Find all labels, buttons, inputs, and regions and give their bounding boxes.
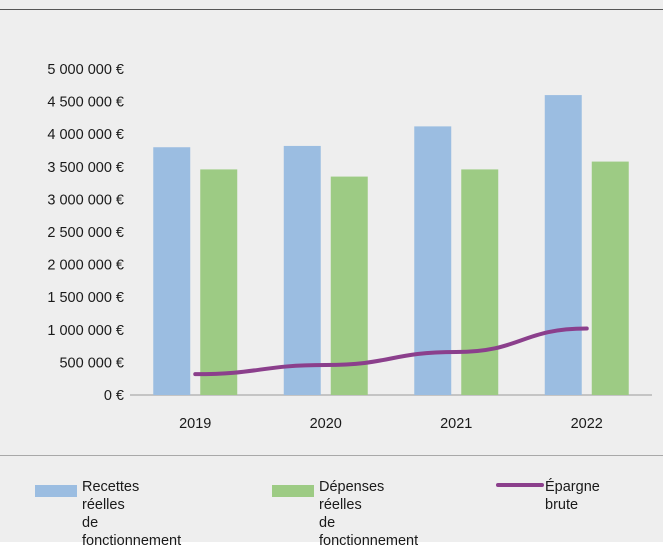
line-epargne-brute: [193, 326, 589, 377]
bar-depenses-2022: [591, 161, 629, 395]
bar-recettes-2019: [153, 147, 191, 395]
legend-label-recettes: Recettes réelles de fonctionnement: [82, 479, 182, 549]
legend-label-epargne: Épargne brute: [545, 479, 600, 513]
legend-separator: [0, 455, 663, 456]
y-axis: 0 € 500 000 € 1 000 000 € 1 500 000 € 2 000 …: [47, 62, 124, 404]
line-series: [193, 326, 589, 377]
bar-recettes-2022: [544, 95, 582, 395]
x-tick-label: 2019: [179, 416, 211, 432]
legend-label-depenses: Dépenses réelles de fonctionnement: [319, 479, 419, 549]
x-axis: 2019 2020 2021 2022: [179, 416, 603, 432]
y-tick-label: 2 500 000 €: [47, 225, 124, 241]
legend-swatch-recettes: [35, 485, 77, 497]
bar-depenses-2020: [330, 176, 368, 395]
bars: [153, 95, 629, 395]
x-tick-label: 2021: [440, 416, 472, 432]
top-rule: [0, 9, 663, 10]
x-tick-label: 2020: [310, 416, 342, 432]
y-tick-label: 1 000 000 €: [47, 323, 124, 339]
y-tick-label: 1 500 000 €: [47, 290, 124, 306]
legend: Recettes réelles de fonctionnement Dépen…: [0, 478, 663, 549]
y-tick-label: 4 000 000 €: [47, 127, 124, 143]
chart-plot: 0 € 500 000 € 1 000 000 € 1 500 000 € 2 000 …: [47, 62, 652, 432]
x-tick-label: 2022: [571, 416, 603, 432]
legend-swatch-epargne: [496, 483, 544, 487]
y-tick-label: 2 000 000 €: [47, 258, 124, 274]
bar-depenses-2021: [461, 169, 499, 395]
y-tick-label: 0 €: [104, 388, 124, 404]
y-tick-label: 5 000 000 €: [47, 62, 124, 78]
y-tick-label: 3 500 000 €: [47, 160, 124, 176]
y-tick-label: 3 000 000 €: [47, 192, 124, 208]
y-tick-label: 4 500 000 €: [47, 95, 124, 111]
legend-swatch-depenses: [272, 485, 314, 497]
bar-recettes-2020: [283, 145, 321, 395]
bar-depenses-2019: [200, 169, 238, 395]
y-tick-label: 500 000 €: [59, 355, 124, 371]
